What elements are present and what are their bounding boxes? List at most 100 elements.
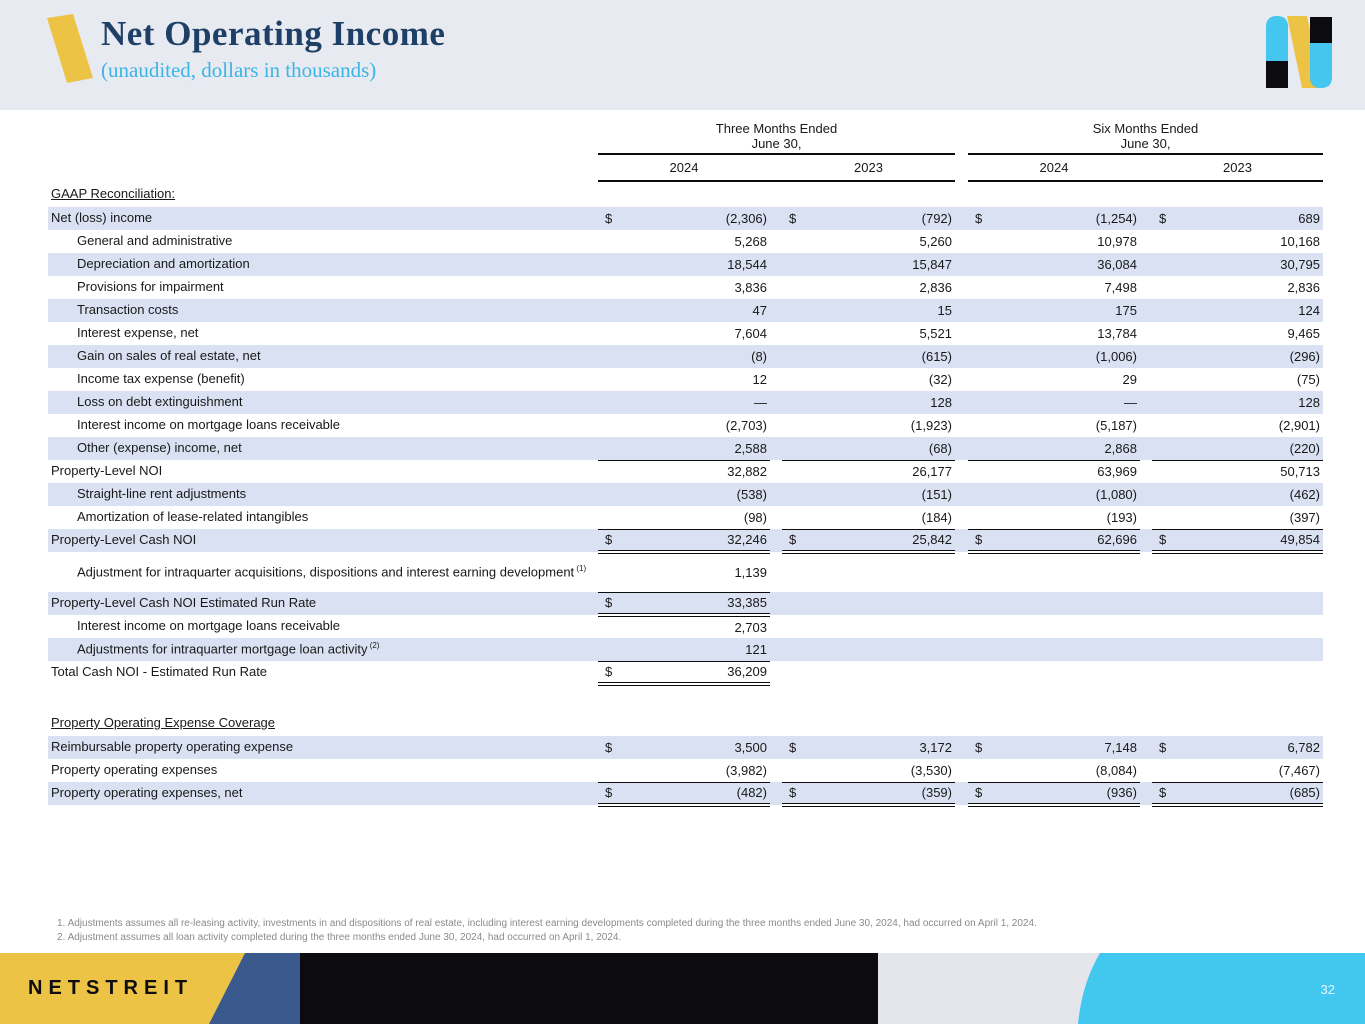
cell-value: $6,782 bbox=[1152, 736, 1323, 760]
cell-value: $ (2,306) bbox=[598, 207, 770, 231]
cell-value: (184) bbox=[782, 506, 955, 530]
cell-value: $ (1,254) bbox=[968, 207, 1140, 231]
cell-value: (5,187) bbox=[968, 414, 1140, 437]
row-label: Gain on sales of real estate, net bbox=[48, 345, 598, 369]
row-label: Straight-line rent adjustments bbox=[48, 483, 598, 507]
year-col-header: 2023 bbox=[1223, 159, 1252, 175]
cell-value: 50,713 bbox=[1152, 460, 1323, 483]
year-col-header: 2023 bbox=[854, 159, 883, 175]
table-row: Amortization of lease-related intangible… bbox=[48, 506, 1323, 530]
currency-symbol: $ bbox=[789, 211, 797, 227]
amount: (8,084) bbox=[1095, 762, 1137, 778]
amount: 12 bbox=[752, 372, 767, 388]
year-col-header: 2024 bbox=[669, 159, 699, 175]
cell-value: (7,467) bbox=[1152, 759, 1323, 783]
cell-value: 47 bbox=[598, 299, 770, 323]
cell-value: — bbox=[598, 391, 770, 415]
row-label: Other (expense) income, net bbox=[48, 437, 598, 461]
cell-value: (151) bbox=[782, 483, 955, 507]
row-label: Interest income on mortgage loans receiv… bbox=[77, 417, 341, 433]
cell-value: $3,172 bbox=[782, 736, 955, 760]
row-label: Property operating expenses bbox=[51, 762, 218, 778]
cell-value: 15,847 bbox=[782, 253, 955, 277]
amount: 689 bbox=[1298, 211, 1320, 227]
page-title: Net Operating Income bbox=[101, 14, 446, 53]
cell-value: 10,978 bbox=[968, 230, 1140, 253]
amount: 50,713 bbox=[1280, 464, 1320, 480]
cell-value: 13,784 bbox=[968, 322, 1140, 345]
footnote-1: 1. Adjustments assumes all re-leasing ac… bbox=[57, 918, 1037, 929]
currency-symbol: $ bbox=[605, 740, 613, 756]
cell-value: (3,530) bbox=[782, 759, 955, 783]
table-row: Provisions for impairment 3,836 2,836 7,498… bbox=[48, 276, 1323, 299]
section-heading: Property Operating Expense Coverage bbox=[51, 715, 276, 731]
cell-value: (2,703) bbox=[598, 414, 770, 437]
cell-value: 2,588 bbox=[598, 437, 770, 461]
amount: 47 bbox=[752, 303, 767, 319]
amount: (2,703) bbox=[725, 418, 767, 434]
currency-symbol: $ bbox=[975, 740, 983, 756]
amount: (1,254) bbox=[1095, 211, 1137, 227]
table-row: Loss on debt extinguishment — 128 — 128 bbox=[48, 391, 1323, 415]
group-header-six-months: Six Months Ended June 30, bbox=[968, 122, 1323, 156]
table-row: Property operating expenses (3,982) (3,530… bbox=[48, 759, 1323, 783]
footer-graphic bbox=[0, 953, 1365, 1024]
row-label: Transaction costs bbox=[48, 299, 598, 323]
currency-symbol: $ bbox=[605, 211, 613, 227]
year-header-row: 2024 2023 2024 2023 bbox=[48, 154, 1323, 179]
table-row: Depreciation and amortization 18,544 15,84… bbox=[48, 253, 1323, 277]
table-row: Total Cash NOI - Estimated Run Rate $36,2… bbox=[48, 661, 1323, 687]
currency-symbol: $ bbox=[605, 532, 613, 548]
amount: (220) bbox=[1289, 440, 1320, 456]
cell-value: $ (685) bbox=[1152, 782, 1323, 808]
cell-value: 63,969 bbox=[968, 460, 1140, 483]
cell-value: (75) bbox=[1152, 368, 1323, 391]
row-label: Interest expense, net bbox=[77, 325, 199, 341]
currency-symbol: $ bbox=[975, 211, 983, 227]
amount: (5,187) bbox=[1095, 418, 1137, 434]
cell-value: $ (792) bbox=[782, 207, 955, 231]
cell-value: (193) bbox=[968, 506, 1140, 530]
table-row: Interest expense, net 7,604 5,521 13,784 9,4… bbox=[48, 322, 1323, 345]
amount: (792) bbox=[921, 211, 952, 227]
row-label: Interest income on mortgage loans receiv… bbox=[77, 618, 341, 634]
amount: 18,544 bbox=[727, 257, 767, 273]
table-row: Adjustment for intraquarter acquisitions… bbox=[48, 552, 1323, 593]
netstreit-wordmark: NETSTREIT bbox=[28, 977, 194, 999]
table-row: Reimbursable property operating expense $… bbox=[48, 736, 1323, 760]
cell-value: 5,260 bbox=[782, 230, 955, 253]
amount: (1,006) bbox=[1095, 349, 1137, 365]
cell-value bbox=[782, 552, 955, 592]
cell-value bbox=[1152, 661, 1323, 684]
amount: 49,854 bbox=[1280, 532, 1320, 548]
amount: (98) bbox=[743, 509, 767, 525]
cell-value bbox=[1152, 615, 1323, 638]
cell-value: 29 bbox=[968, 368, 1140, 391]
cell-value: (2,901) bbox=[1152, 414, 1323, 437]
amount: 128 bbox=[930, 395, 952, 411]
cell-value: $49,854 bbox=[1152, 529, 1323, 555]
cell-value: (8,084) bbox=[968, 759, 1140, 783]
cell-value: $33,385 bbox=[598, 592, 770, 618]
table-row: Other (expense) income, net 2,588 (68) 2,86… bbox=[48, 437, 1323, 461]
currency-symbol: $ bbox=[1159, 785, 1167, 801]
noi-reconciliation-table: Three Months Ended June 30, Six Months E… bbox=[48, 122, 1323, 808]
cell-value bbox=[968, 592, 1140, 616]
amount: 62,696 bbox=[1097, 532, 1137, 548]
amount: (151) bbox=[921, 487, 952, 503]
cell-value: 12 bbox=[598, 368, 770, 391]
amount: (8) bbox=[751, 349, 767, 365]
cell-value: 10,168 bbox=[1152, 230, 1323, 253]
amount: 128 bbox=[1298, 395, 1320, 411]
cell-value: 124 bbox=[1152, 299, 1323, 323]
cell-value: 7,604 bbox=[598, 322, 770, 345]
amount: 2,703 bbox=[734, 620, 767, 636]
row-label: Depreciation and amortization bbox=[48, 253, 598, 277]
page-subtitle: (unaudited, dollars in thousands) bbox=[101, 58, 377, 82]
cell-value: 2,836 bbox=[1152, 276, 1323, 299]
cell-value: 9,465 bbox=[1152, 322, 1323, 345]
amount: 10,168 bbox=[1280, 234, 1320, 250]
cell-value: (615) bbox=[782, 345, 955, 369]
amount: 63,969 bbox=[1097, 464, 1137, 480]
